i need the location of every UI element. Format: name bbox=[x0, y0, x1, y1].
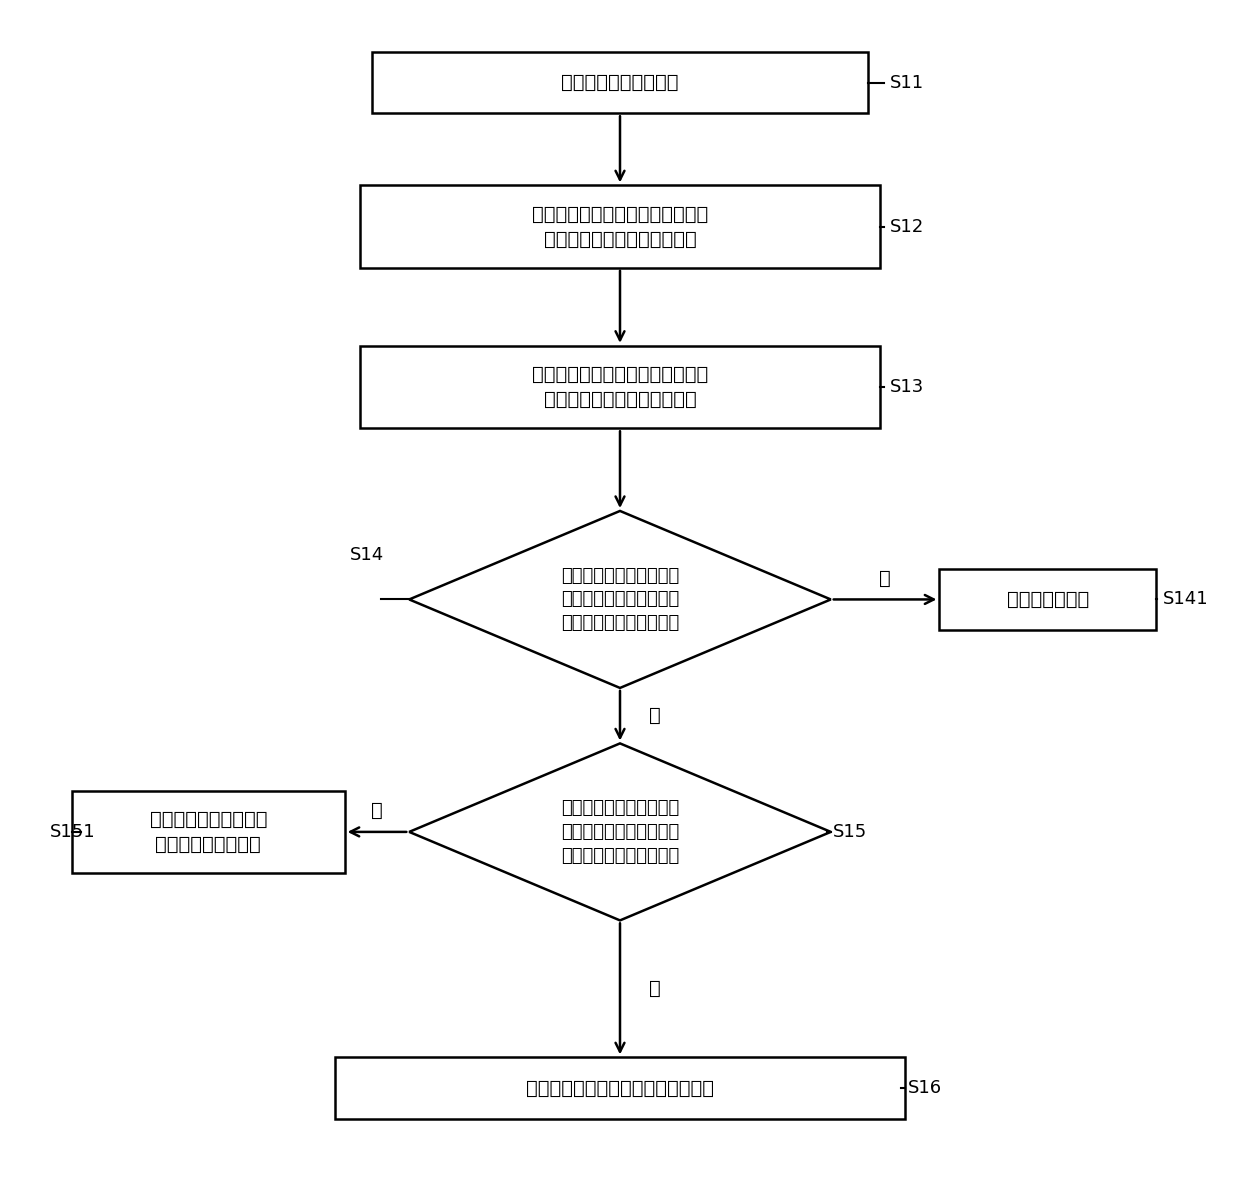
Text: 是: 是 bbox=[649, 706, 660, 726]
Text: 通过前后帧插值方式来抑制瞬态噪音: 通过前后帧插值方式来抑制瞬态噪音 bbox=[526, 1079, 714, 1097]
Polygon shape bbox=[409, 743, 831, 920]
Text: S13: S13 bbox=[890, 378, 925, 396]
Text: 是: 是 bbox=[649, 979, 660, 998]
Text: S15: S15 bbox=[833, 822, 868, 841]
Text: S16: S16 bbox=[908, 1079, 942, 1097]
Text: 通过音频信号进行限幅
处理来抑制瞬态噪音: 通过音频信号进行限幅 处理来抑制瞬态噪音 bbox=[150, 809, 267, 854]
Text: 利用预处理后的音频信号在频域上
计算音频信号的频谱差异数据: 利用预处理后的音频信号在频域上 计算音频信号的频谱差异数据 bbox=[532, 365, 708, 409]
Text: S151: S151 bbox=[50, 822, 95, 841]
Text: 不存在瞬态噪音: 不存在瞬态噪音 bbox=[1007, 590, 1089, 609]
Text: S14: S14 bbox=[350, 545, 384, 564]
Polygon shape bbox=[409, 511, 831, 688]
Bar bbox=[360, 185, 880, 268]
Text: 否: 否 bbox=[371, 801, 383, 820]
Bar bbox=[360, 346, 880, 428]
Text: 能量差异数据是否大于第
一能量阈值且频谱差异数
据是否大于第一频谱阈值: 能量差异数据是否大于第 一能量阈值且频谱差异数 据是否大于第一频谱阈值 bbox=[560, 566, 680, 632]
Text: 能量差异数据是否大于第
二能量阈值且频谱差异数
据是否大于第二频谱阈值: 能量差异数据是否大于第 二能量阈值且频谱差异数 据是否大于第二频谱阈值 bbox=[560, 799, 680, 865]
Text: 对音频信号进行预处理: 对音频信号进行预处理 bbox=[562, 73, 678, 92]
Bar bbox=[335, 1057, 905, 1119]
Text: 利用预处理后的音频信号在时域上
计算音频信号的能量差异数据: 利用预处理后的音频信号在时域上 计算音频信号的能量差异数据 bbox=[532, 204, 708, 249]
Bar bbox=[940, 569, 1156, 630]
Bar bbox=[372, 52, 868, 113]
Text: S11: S11 bbox=[890, 73, 925, 92]
Text: S141: S141 bbox=[1163, 590, 1209, 609]
Text: S12: S12 bbox=[890, 217, 925, 236]
Text: 否: 否 bbox=[879, 569, 890, 588]
Bar bbox=[72, 791, 345, 873]
